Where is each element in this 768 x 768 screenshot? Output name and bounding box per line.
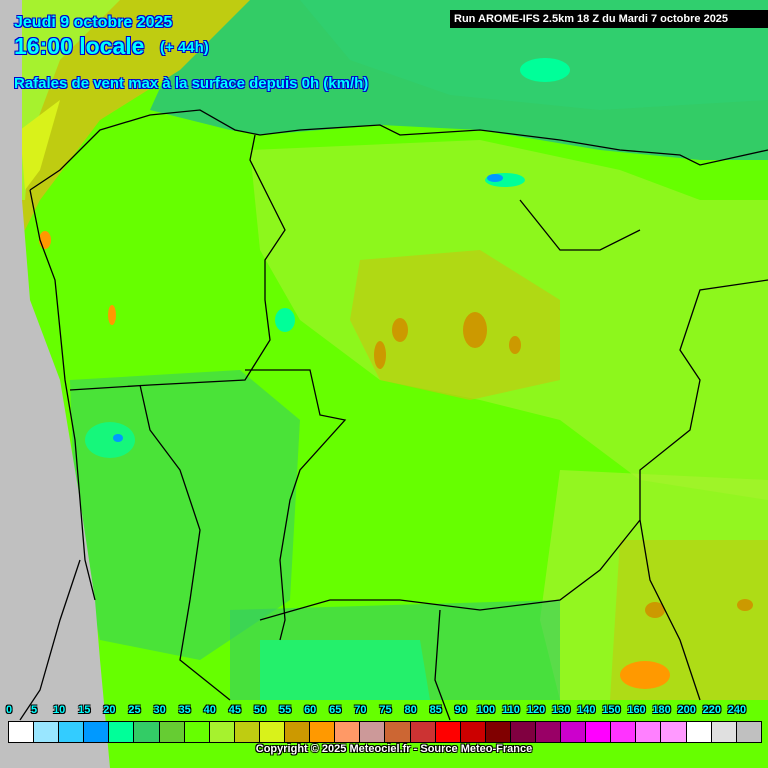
legend-label: 15 <box>78 704 91 716</box>
legend-swatch <box>510 722 536 742</box>
legend-swatch <box>184 722 210 742</box>
model-run-label: Run AROME-IFS 2.5km 18 Z du Mardi 7 octo… <box>450 10 768 28</box>
legend-swatch <box>159 722 185 742</box>
legend-swatch <box>661 722 687 742</box>
legend-label: 70 <box>354 704 367 716</box>
legend-swatch <box>711 722 737 742</box>
legend-label: 55 <box>278 704 292 716</box>
legend-label: 0 <box>5 704 13 716</box>
legend-label: 65 <box>329 704 342 716</box>
legend-swatch <box>134 722 160 742</box>
forecast-time: 16:00 locale <box>14 33 145 59</box>
color-scale-legend <box>8 721 762 743</box>
legend-swatch <box>259 722 286 742</box>
legend-label: 35 <box>178 704 191 716</box>
legend-swatch <box>84 722 110 742</box>
legend-label: 90 <box>454 704 467 716</box>
legend-label: 150 <box>602 704 621 716</box>
legend-label: 220 <box>702 704 721 716</box>
legend-label: 5 <box>31 704 38 716</box>
legend-swatch <box>460 722 486 742</box>
legend-swatch <box>59 722 85 742</box>
legend-label: 75 <box>379 704 392 716</box>
legend-swatch <box>285 722 311 742</box>
legend-swatch <box>535 722 562 742</box>
legend-swatch <box>686 722 712 742</box>
legend-swatch <box>410 722 436 742</box>
legend-label: 120 <box>526 704 546 716</box>
legend-swatch <box>736 722 761 742</box>
legend-swatch <box>435 722 461 742</box>
legend-swatch <box>9 722 35 742</box>
legend-label: 20 <box>103 704 116 716</box>
legend-label: 50 <box>253 704 267 716</box>
forecast-date: Jeudi 9 octobre 2025 <box>14 14 173 31</box>
legend-label: 10 <box>53 704 66 716</box>
legend-label: 45 <box>228 704 242 716</box>
legend-label: 140 <box>577 704 596 716</box>
legend-swatch <box>636 722 662 742</box>
legend-label: 30 <box>153 704 166 716</box>
legend-label: 60 <box>304 704 317 716</box>
parameter-title: Rafales de vent max à la surface depuis … <box>14 75 369 92</box>
legend-swatch <box>385 722 411 742</box>
legend-label: 180 <box>652 704 671 716</box>
copyright-text: Copyright © 2025 Meteociel.fr - Source M… <box>255 743 533 755</box>
legend-swatch <box>485 722 511 742</box>
forecast-lead-time: (+ 44h) <box>160 39 209 56</box>
legend-label: 40 <box>203 704 216 716</box>
legend-label: 200 <box>677 704 696 716</box>
legend-label: 130 <box>552 704 571 716</box>
legend-swatch <box>561 722 587 742</box>
legend-label: 25 <box>128 704 141 716</box>
legend-swatch <box>611 722 637 742</box>
legend-label: 110 <box>502 704 520 716</box>
legend-swatch <box>109 722 135 742</box>
legend-label: 85 <box>429 704 442 716</box>
legend-swatch <box>310 722 336 742</box>
legend-label: 240 <box>727 704 747 716</box>
legend-swatch <box>34 722 60 742</box>
legend-swatch <box>335 722 361 742</box>
legend-label: 80 <box>404 704 417 716</box>
legend-swatch <box>209 722 235 742</box>
legend-label: 100 <box>476 704 496 716</box>
legend-label: 160 <box>627 704 646 716</box>
legend-swatch <box>234 722 260 742</box>
legend-swatch <box>360 722 386 742</box>
legend-swatch <box>586 722 612 742</box>
